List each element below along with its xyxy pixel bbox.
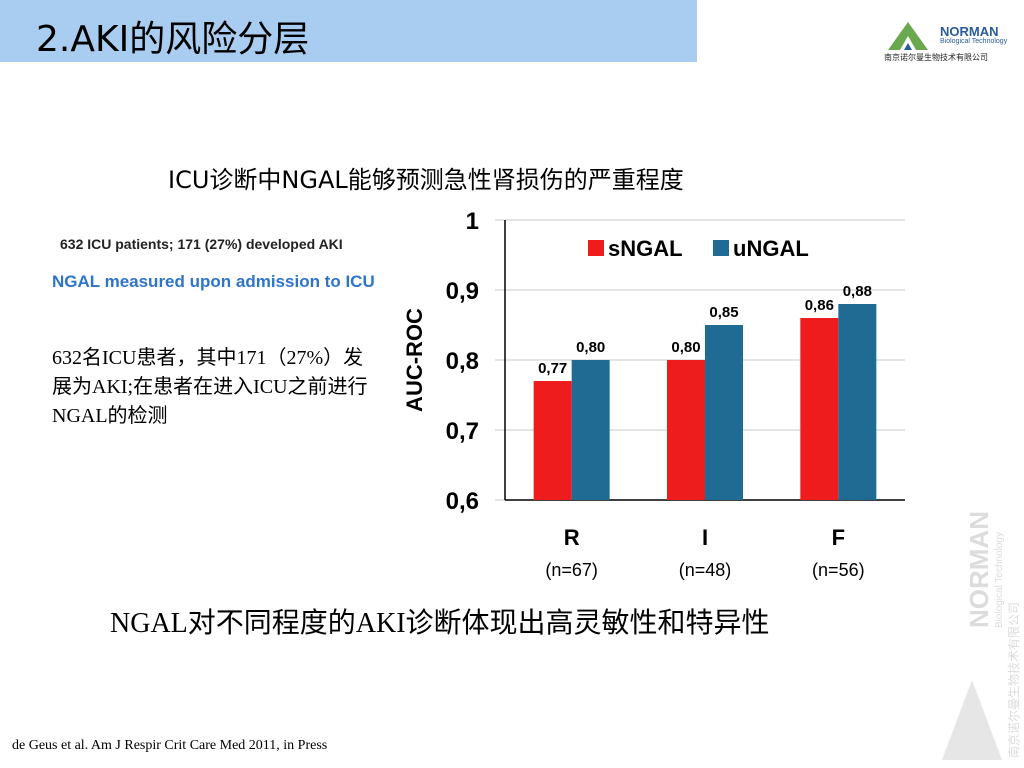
- chart-canvas: 0,6 0,7 0,8 0,9 1 AUC-ROC 0,77 0,80 R (n=67) 0,80 0…: [402, 208, 905, 580]
- watermark-company: 南京诺尔曼生物技术有限公司: [1006, 602, 1021, 758]
- logo-brand: NORMAN: [940, 24, 999, 39]
- slide-subtitle: ICU诊断中NGAL能够预测急性肾损伤的严重程度: [168, 166, 684, 194]
- study-summary-line1: 632 ICU patients; 171 (27%) developed AK…: [60, 236, 343, 252]
- bar-sNGAL-F: [800, 318, 839, 500]
- y-axis-title: AUC-ROC: [402, 308, 427, 412]
- bar-sNGAL-I: [667, 360, 705, 500]
- watermark-sub: Biological Technology: [994, 532, 1005, 628]
- y-tick-label-1: 0,7: [446, 418, 479, 445]
- bar-uNGAL-I: [705, 325, 743, 500]
- title-bar: 2.AKI的风险分层: [0, 0, 697, 62]
- x-category-sublabel-F: (n=56): [812, 560, 865, 580]
- citation: de Geus et al. Am J Respir Crit Care Med…: [12, 738, 328, 753]
- data-label-uNGAL-R: 0,80: [576, 339, 605, 356]
- auc-roc-bar-chart: 0,6 0,7 0,8 0,9 1 AUC-ROC 0,77 0,80 R (n=67) 0,80 0…: [400, 205, 920, 590]
- legend-swatch-sNGAL: [588, 240, 604, 256]
- y-tick-label-0: 0,6: [446, 488, 479, 515]
- watermark-mark-icon: [942, 680, 1002, 760]
- y-tick-label-3: 0,9: [446, 278, 479, 305]
- watermark: NORMAN Biological Technology 南京诺尔曼生物技术有限…: [938, 490, 1024, 768]
- data-label-sNGAL-I: 0,80: [671, 339, 700, 356]
- y-tick-label-4: 1: [466, 208, 479, 235]
- x-category-sublabel-I: (n=48): [679, 560, 732, 580]
- study-description: 632名ICU患者，其中171（27%）发展为AKI;在患者在进入ICU之前进行…: [52, 347, 368, 427]
- watermark-graphic: NORMAN Biological Technology 南京诺尔曼生物技术有限…: [942, 511, 1021, 760]
- logo-company-name: 南京诺尔曼生物技术有限公司: [884, 53, 988, 62]
- bar-uNGAL-F: [838, 304, 877, 500]
- slide-conclusion: NGAL对不同程度的AKI诊断体现出高灵敏性和特异性: [110, 608, 770, 639]
- data-label-sNGAL-R: 0,77: [538, 360, 567, 377]
- x-category-sublabel-R: (n=67): [545, 560, 598, 580]
- y-tick-label-2: 0,8: [446, 348, 479, 375]
- bar-sNGAL-R: [533, 381, 572, 500]
- x-category-label-R: R: [564, 525, 580, 550]
- study-summary-line2: NGAL measured upon admission to ICU: [52, 272, 375, 291]
- watermark-brand: NORMAN: [964, 511, 994, 628]
- legend-swatch-uNGAL: [713, 240, 729, 256]
- logo-sub: Biological Technology: [940, 38, 1008, 45]
- data-label-uNGAL-I: 0,85: [709, 304, 738, 321]
- legend-label-sNGAL: sNGAL: [608, 236, 683, 261]
- logo-mark-icon: [888, 22, 928, 50]
- slide-title: 2.AKI的风险分层: [36, 19, 310, 60]
- bar-uNGAL-R: [571, 360, 610, 500]
- company-logo: NORMAN Biological Technology 南京诺尔曼生物技术有限…: [884, 20, 1014, 64]
- x-category-label-I: I: [702, 525, 708, 550]
- legend-label-uNGAL: uNGAL: [733, 236, 809, 261]
- data-label-uNGAL-F: 0,88: [843, 283, 872, 300]
- x-category-label-F: F: [832, 525, 845, 550]
- data-label-sNGAL-F: 0,86: [805, 297, 834, 314]
